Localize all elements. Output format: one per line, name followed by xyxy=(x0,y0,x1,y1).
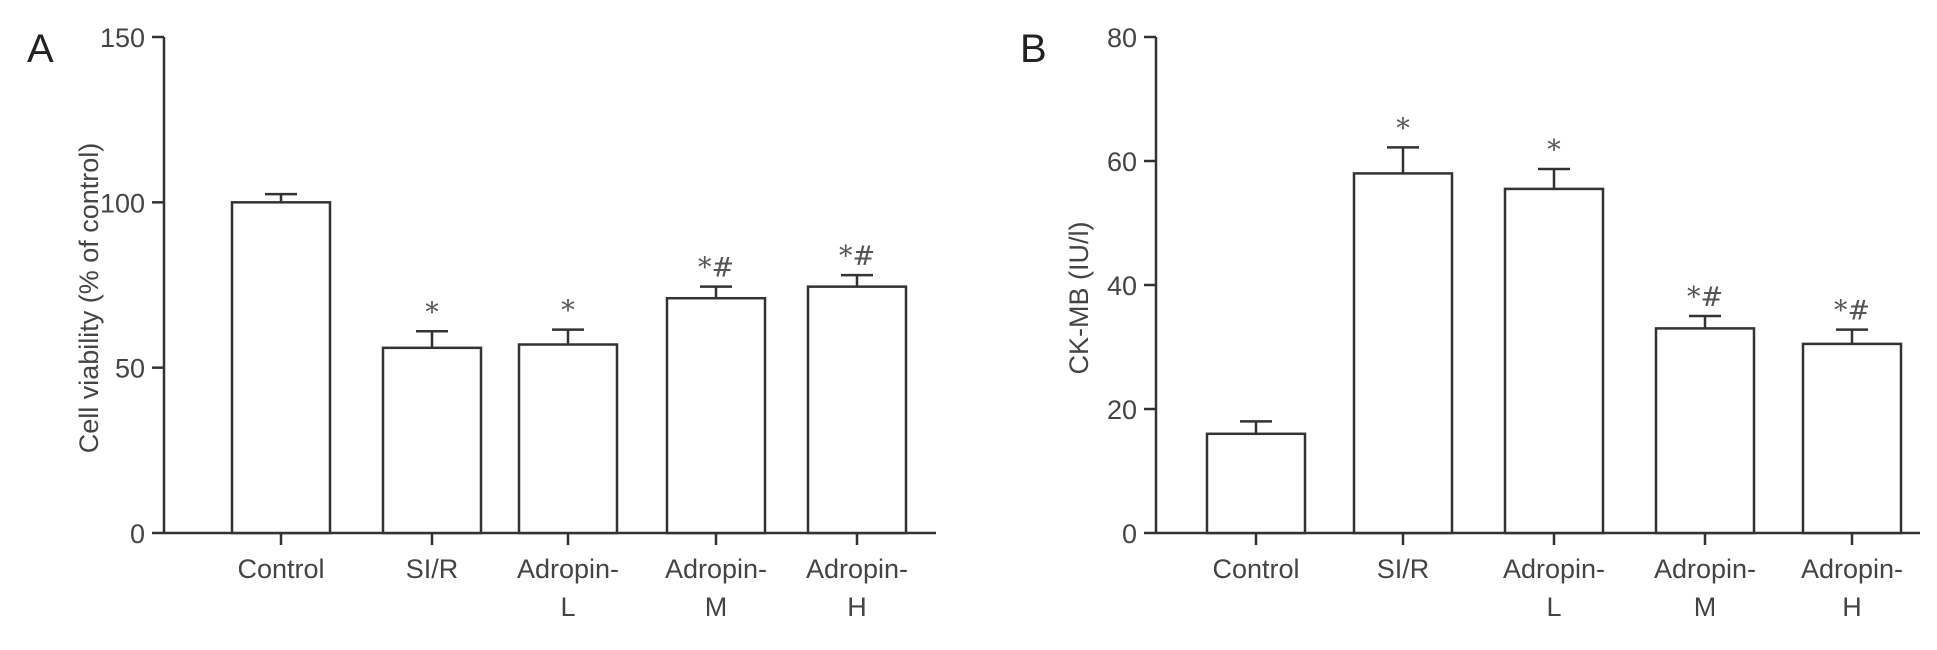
panel-a: A Cell viability (% of control) 0 50 100 15… xyxy=(27,23,936,622)
panel-b-significance-marker: * xyxy=(1547,135,1561,166)
panel-b-significance-marker: *# xyxy=(1687,282,1723,313)
panel-a-category-label: Control xyxy=(237,554,324,584)
panel-a-bar xyxy=(230,201,332,535)
panel-a-y-axis-title: Cell viability (% of control) xyxy=(74,143,104,454)
panel-a-category-label: SI/R xyxy=(406,554,459,584)
panel-a-bars: * * *# *# xyxy=(230,192,908,535)
panel-b-bar xyxy=(1654,327,1756,535)
panel-a-bar xyxy=(381,346,483,535)
panel-b-bar xyxy=(1352,172,1454,535)
panel-a-letter: A xyxy=(27,27,54,71)
panel-a-significance-marker: * xyxy=(425,297,439,328)
panel-a-category-label: Adropin- xyxy=(806,554,908,584)
panel-a-y-tick-label: 150 xyxy=(100,23,145,53)
panel-b-bar xyxy=(1205,432,1307,535)
panel-b-y-tick-label: 80 xyxy=(1107,23,1137,53)
panel-a-category-labels: Control SI/R Adropin- L Adropin- M Adropin- H xyxy=(237,533,908,622)
panel-a-y-tick-label: 0 xyxy=(130,519,145,549)
panel-a-significance-marker: *# xyxy=(839,241,875,272)
panel-b: B CK-MB (IU/l) 0 20 40 60 80 * * *# *# Control S… xyxy=(1020,23,1920,622)
panel-b-y-axis-title: CK-MB (IU/l) xyxy=(1064,222,1094,375)
panel-b-category-labels: Control SI/R Adropin- L Adropin- M Adropin- H xyxy=(1212,533,1903,622)
panel-a-category-label: Adropin- xyxy=(665,554,767,584)
panel-b-category-label: H xyxy=(1842,592,1862,622)
panel-b-category-label: Adropin- xyxy=(1503,554,1605,584)
panel-a-category-label: M xyxy=(705,592,728,622)
panel-b-category-label: SI/R xyxy=(1377,554,1430,584)
panel-a-category-label: Adropin- xyxy=(517,554,619,584)
panel-a-y-tick-label: 100 xyxy=(100,188,145,218)
panel-b-bars: * * *# *# xyxy=(1205,113,1903,535)
panel-a-bar xyxy=(806,285,908,535)
panel-a-bar xyxy=(517,343,619,535)
panel-b-category-label: Control xyxy=(1212,554,1299,584)
panel-b-bar xyxy=(1801,342,1903,535)
panel-b-significance-marker: *# xyxy=(1834,296,1870,327)
panel-a-significance-marker: *# xyxy=(698,253,734,284)
panel-b-y-tick-label: 20 xyxy=(1107,395,1137,425)
panel-b-category-label: Adropin- xyxy=(1801,554,1903,584)
panel-b-y-ticks: 0 20 40 60 80 xyxy=(1107,23,1156,549)
panel-b-bar xyxy=(1503,187,1605,535)
panel-b-y-tick-label: 60 xyxy=(1107,147,1137,177)
panel-b-letter: B xyxy=(1020,27,1047,71)
panel-b-y-tick-label: 0 xyxy=(1122,519,1137,549)
panel-b-category-label: M xyxy=(1694,592,1717,622)
panel-b-y-tick-label: 40 xyxy=(1107,271,1137,301)
panel-b-category-label: Adropin- xyxy=(1654,554,1756,584)
panel-a-category-label: H xyxy=(847,592,867,622)
panel-b-category-label: L xyxy=(1546,592,1561,622)
panel-b-significance-marker: * xyxy=(1396,113,1410,144)
panel-a-y-ticks: 0 50 100 150 xyxy=(100,23,164,549)
panel-a-significance-marker: * xyxy=(561,296,575,327)
panel-a-bar xyxy=(665,296,767,535)
panel-a-y-tick-label: 50 xyxy=(115,354,145,384)
panel-a-category-label: L xyxy=(560,592,575,622)
